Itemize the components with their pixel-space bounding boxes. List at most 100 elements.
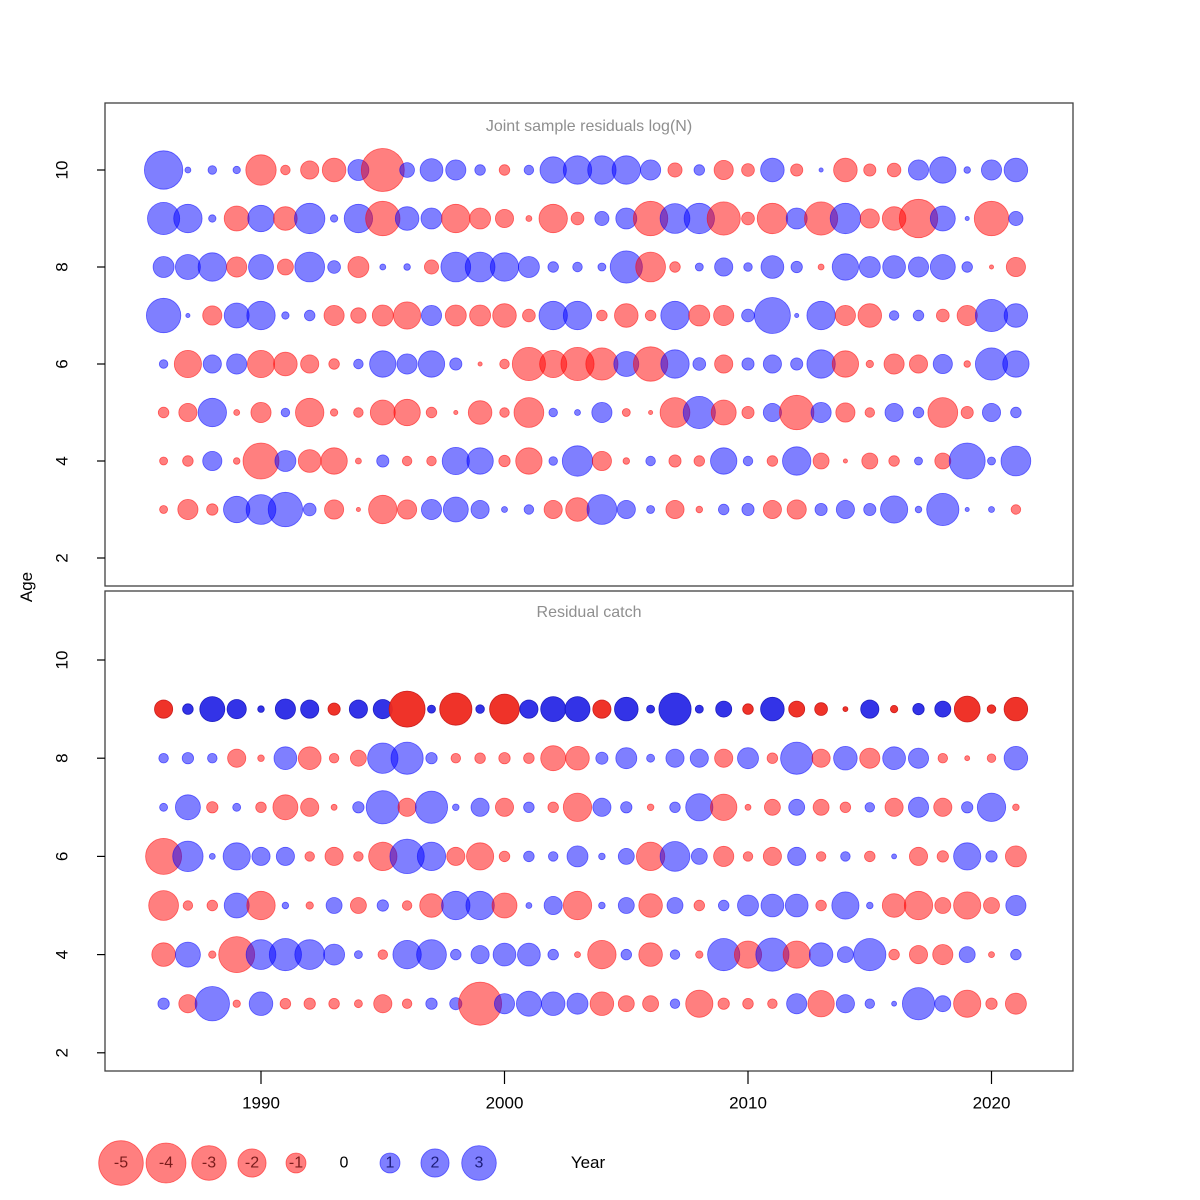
residual-bubble — [1000, 445, 1032, 477]
residual-bubble — [961, 261, 973, 273]
residual-bubble — [614, 303, 639, 328]
residual-bubble — [908, 256, 930, 278]
residual-bubble — [450, 948, 462, 961]
residual-bubble — [419, 893, 444, 918]
residual-bubble — [248, 991, 274, 1016]
residual-bubble — [401, 455, 413, 467]
residual-bubble — [564, 696, 591, 722]
residual-bubble — [469, 207, 492, 230]
residual-bubble — [523, 164, 535, 176]
legend-value-label: -1 — [289, 1155, 303, 1172]
residual-bubble — [397, 499, 418, 520]
residual-bubble — [327, 702, 341, 716]
residual-bubble — [615, 747, 638, 770]
residual-bubble — [466, 842, 495, 871]
residual-bubble — [469, 304, 492, 327]
residual-bubble — [929, 205, 956, 232]
residual-bubble — [592, 797, 612, 817]
residual-bubble — [565, 746, 590, 771]
residual-bubble — [330, 803, 338, 811]
residual-bubble — [596, 309, 608, 322]
residual-bubble — [489, 693, 520, 725]
residual-bubble — [276, 258, 294, 276]
residual-bubble — [986, 753, 997, 763]
residual-bubble — [903, 890, 934, 921]
residual-bubble — [690, 848, 708, 865]
residual-bubble — [294, 251, 326, 283]
residual-bubble — [377, 949, 389, 960]
residual-bubble — [839, 801, 852, 814]
residual-bubble — [1005, 845, 1027, 868]
residual-bubble — [1005, 895, 1027, 917]
residual-bubble — [668, 454, 682, 468]
residual-bubble — [442, 496, 469, 523]
residual-bubble — [1008, 210, 1024, 226]
residual-bubble — [352, 801, 365, 814]
legend-value-label: -3 — [202, 1155, 216, 1172]
residual-bubble — [860, 699, 880, 719]
residual-bubble — [223, 302, 250, 329]
residual-bubble — [423, 259, 439, 275]
residual-bubble — [784, 893, 809, 918]
residual-bubble — [566, 992, 589, 1015]
residual-bubble — [660, 300, 690, 331]
legend-bubble — [191, 1145, 227, 1181]
residual-bubble — [158, 753, 169, 764]
residual-bubble — [513, 397, 545, 428]
x-tick-label: 2010 — [729, 1094, 767, 1113]
residual-bubble — [788, 700, 806, 718]
x-axis-label: Year — [570, 1153, 606, 1172]
residual-bubble — [494, 797, 514, 817]
residual-bubble — [294, 202, 326, 235]
legend-value-label: 3 — [475, 1155, 484, 1172]
residual-bubble — [399, 162, 415, 178]
residual-bubble — [328, 753, 340, 764]
residual-bubble — [961, 801, 974, 814]
residual-bubble — [645, 455, 656, 467]
residual-bubble — [498, 752, 511, 765]
residual-bubble — [548, 456, 558, 466]
residual-bubble — [812, 798, 830, 816]
residual-bubble — [975, 298, 1009, 332]
legend-bubble — [98, 1140, 144, 1186]
residual-bubble — [565, 497, 590, 522]
residual-bubble — [452, 803, 460, 811]
residual-bubble — [501, 506, 508, 513]
residual-bubble — [466, 447, 494, 475]
residual-bubble — [246, 300, 276, 331]
residual-bubble — [275, 846, 295, 866]
residual-bubble — [646, 505, 655, 514]
residual-bubble — [927, 397, 959, 428]
residual-bubble — [935, 308, 950, 323]
residual-bubble — [598, 901, 606, 910]
residual-bubble — [764, 798, 781, 816]
residual-bubble — [388, 690, 426, 728]
residual-bubble — [815, 851, 827, 862]
residual-bubble — [909, 846, 929, 866]
residual-bubble — [304, 309, 316, 322]
residual-bubble — [498, 850, 511, 863]
residual-bubble — [477, 361, 483, 367]
residual-bubble — [811, 748, 831, 768]
residual-bubble — [808, 942, 834, 967]
residual-bubble — [223, 205, 250, 232]
residual-bubble — [794, 312, 800, 318]
residual-bubble — [743, 262, 753, 272]
residual-bubble — [197, 252, 227, 282]
residual-bubble — [760, 255, 785, 279]
residual-bubble — [154, 699, 174, 719]
residual-bubble — [394, 206, 420, 231]
residual-bubble — [174, 254, 201, 280]
residual-bubble — [474, 752, 486, 764]
residual-bubble — [812, 452, 830, 470]
residual-bubble — [199, 696, 226, 722]
residual-bubble — [232, 457, 241, 465]
residual-bubble — [859, 208, 880, 229]
residual-bubble — [475, 704, 485, 714]
residual-bubble — [864, 850, 876, 863]
residual-bubble — [547, 261, 559, 273]
residual-bubble — [491, 892, 518, 919]
residual-bubble — [886, 162, 902, 178]
residual-bubble — [233, 409, 241, 416]
